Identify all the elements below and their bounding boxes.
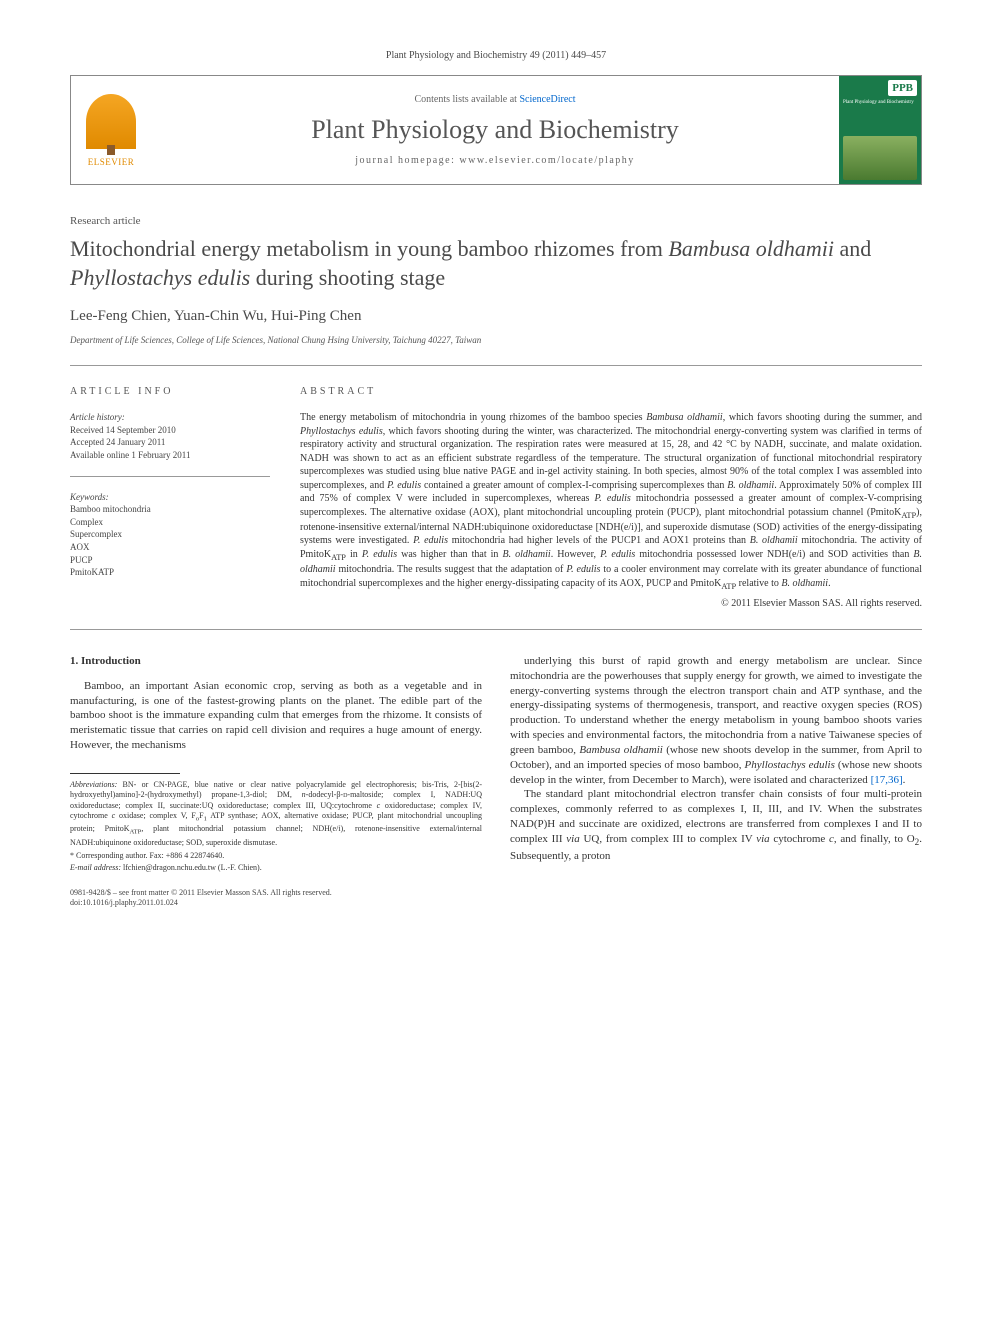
corresponding-author: * Corresponding author. Fax: +886 4 2287… xyxy=(70,851,482,861)
keywords-block: Keywords: Bamboo mitochondria Complex Su… xyxy=(70,491,270,593)
keyword: Complex xyxy=(70,517,103,527)
intro-paragraph-3: The standard plant mitochondrial electro… xyxy=(510,787,922,863)
history-accepted: Accepted 24 January 2011 xyxy=(70,437,165,447)
footnote-divider xyxy=(70,773,180,774)
intro-paragraph-1: Bamboo, an important Asian economic crop… xyxy=(70,679,482,753)
body-two-columns: 1. Introduction Bamboo, an important Asi… xyxy=(70,654,922,909)
keyword: AOX xyxy=(70,542,90,552)
sciencedirect-link[interactable]: ScienceDirect xyxy=(519,94,575,105)
journal-cover-thumbnail: PPB Plant Physiology and Biochemistry xyxy=(839,76,921,184)
abstract-column: ABSTRACT The energy metabolism of mitoch… xyxy=(300,386,922,609)
elsevier-tree-icon xyxy=(86,94,136,149)
abbreviations-footnote: Abbreviations: BN- or CN-PAGE, blue nati… xyxy=(70,780,482,848)
keyword: PmitoKATP xyxy=(70,567,114,577)
publisher-name: ELSEVIER xyxy=(88,157,135,167)
abstract-text: The energy metabolism of mitochondria in… xyxy=(300,411,922,592)
journal-reference: Plant Physiology and Biochemistry 49 (20… xyxy=(70,50,922,61)
body-column-right: underlying this burst of rapid growth an… xyxy=(510,654,922,909)
doi-line: doi:10.1016/j.plaphy.2011.01.024 xyxy=(70,898,482,908)
cover-plant-image xyxy=(843,136,917,180)
cover-badge: PPB xyxy=(888,80,917,96)
article-title: Mitochondrial energy metabolism in young… xyxy=(70,235,922,292)
divider-bottom xyxy=(70,629,922,630)
keywords-heading: Keywords: xyxy=(70,492,109,502)
body-column-left: 1. Introduction Bamboo, an important Asi… xyxy=(70,654,482,909)
keyword: Bamboo mitochondria xyxy=(70,504,151,514)
article-type: Research article xyxy=(70,215,922,227)
homepage-url[interactable]: www.elsevier.com/locate/plaphy xyxy=(459,155,634,166)
introduction-heading: 1. Introduction xyxy=(70,654,482,669)
page-container: Plant Physiology and Biochemistry 49 (20… xyxy=(0,0,992,949)
journal-homepage-line: journal homepage: www.elsevier.com/locat… xyxy=(355,155,635,166)
contents-available-line: Contents lists available at ScienceDirec… xyxy=(414,94,575,105)
publisher-logo-area: ELSEVIER xyxy=(71,76,151,184)
article-info-label: ARTICLE INFO xyxy=(70,386,270,397)
authors: Lee-Feng Chien, Yuan-Chin Wu, Hui-Ping C… xyxy=(70,308,922,325)
abstract-label: ABSTRACT xyxy=(300,386,922,397)
history-heading: Article history: xyxy=(70,412,125,422)
email-address: E-mail address: lfchien@dragon.nchu.edu.… xyxy=(70,863,482,873)
affiliation: Department of Life Sciences, College of … xyxy=(70,335,922,345)
intro-paragraph-2: underlying this burst of rapid growth an… xyxy=(510,654,922,788)
keyword: PUCP xyxy=(70,555,93,565)
header-center: Contents lists available at ScienceDirec… xyxy=(151,76,839,184)
history-online: Available online 1 February 2011 xyxy=(70,450,190,460)
homepage-prefix: journal homepage: xyxy=(355,155,459,166)
keyword: Supercomplex xyxy=(70,529,122,539)
journal-name: Plant Physiology and Biochemistry xyxy=(311,115,679,145)
cover-small-text: Plant Physiology and Biochemistry xyxy=(843,100,914,106)
info-abstract-row: ARTICLE INFO Article history: Received 1… xyxy=(70,366,922,629)
abstract-copyright: © 2011 Elsevier Masson SAS. All rights r… xyxy=(300,598,922,609)
issn-line: 0981-9428/$ – see front matter © 2011 El… xyxy=(70,888,482,898)
article-history-block: Article history: Received 14 September 2… xyxy=(70,411,270,476)
contents-prefix: Contents lists available at xyxy=(414,94,519,105)
article-info-column: ARTICLE INFO Article history: Received 1… xyxy=(70,386,270,609)
history-received: Received 14 September 2010 xyxy=(70,425,176,435)
journal-header-box: ELSEVIER Contents lists available at Sci… xyxy=(70,75,922,185)
